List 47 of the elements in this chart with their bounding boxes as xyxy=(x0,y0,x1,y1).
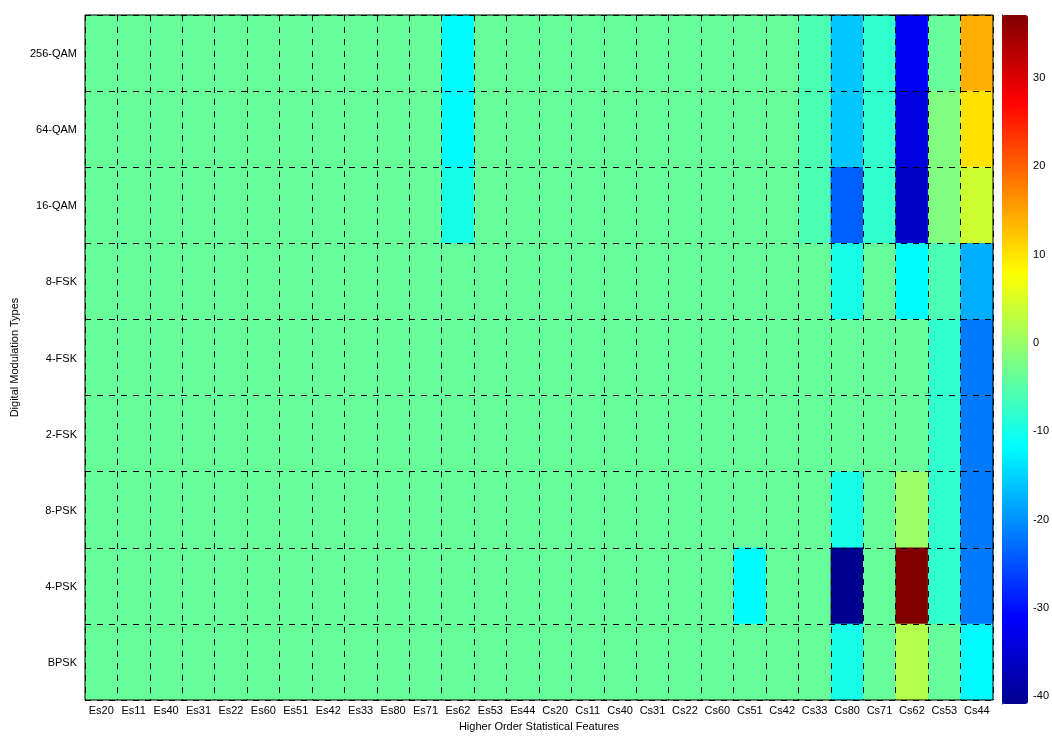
x-tick-label: Cs20 xyxy=(542,703,569,716)
color-bar-label: 20 xyxy=(1033,159,1046,172)
x-axis-title: Higher Order Statistical Features xyxy=(458,719,620,732)
x-tick-label: Cs42 xyxy=(769,703,796,716)
color-bar-label: -40 xyxy=(1033,689,1050,702)
color-bar-label: 10 xyxy=(1033,247,1046,260)
x-tick-label: Es40 xyxy=(153,703,179,716)
x-tick-label: Es31 xyxy=(185,703,212,716)
y-tick-label: 2-FSK xyxy=(45,427,78,440)
x-tick-label: Es53 xyxy=(477,703,503,716)
x-tick-label: Es42 xyxy=(315,703,341,716)
x-tick-label: Cs80 xyxy=(834,703,860,716)
y-tick-label: 8-PSK xyxy=(45,503,78,516)
y-tick-label: BPSK xyxy=(47,655,78,668)
color-bar-label: -20 xyxy=(1033,512,1050,525)
x-tick-label: Es71 xyxy=(412,703,439,716)
color-bar-label: 30 xyxy=(1033,70,1046,83)
x-tick-label: Cs22 xyxy=(672,703,698,716)
x-tick-label: Es80 xyxy=(380,703,406,716)
y-tick-label: 4-FSK xyxy=(45,351,78,364)
x-tick-label: Es11 xyxy=(121,703,146,716)
color-bar-label: -10 xyxy=(1033,424,1050,437)
x-tick-label: Es33 xyxy=(348,703,374,716)
x-tick-label: Cs31 xyxy=(639,703,666,716)
x-tick-label: Es60 xyxy=(250,703,276,716)
y-tick-label: 16-QAM xyxy=(36,199,77,212)
x-tick-label: Cs53 xyxy=(931,703,958,716)
x-tick-label: Cs60 xyxy=(704,703,731,716)
x-tick-label: Es22 xyxy=(218,703,244,716)
x-tick-label: Cs40 xyxy=(607,703,633,716)
color-bar-label: -30 xyxy=(1033,600,1050,613)
x-tick-label: Cs33 xyxy=(801,703,828,716)
x-tick-label: Es51 xyxy=(283,703,309,716)
x-tick-label: Es44 xyxy=(510,703,536,716)
x-tick-label: Cs51 xyxy=(736,703,763,716)
x-tick-label: Cs44 xyxy=(963,703,990,716)
x-tick-label: Cs11 xyxy=(575,703,601,716)
y-tick-label: 64-QAM xyxy=(36,123,77,136)
y-tick-label: 4-PSK xyxy=(45,579,78,592)
color-bar-label: 0 xyxy=(1033,335,1040,348)
x-tick-label: Cs71 xyxy=(866,703,893,716)
x-tick-label: Es20 xyxy=(88,703,114,716)
x-tick-label: Cs62 xyxy=(899,703,925,716)
y-tick-label: 8-FSK xyxy=(45,275,78,288)
y-tick-label: 256-QAM xyxy=(29,47,77,60)
y-axis-title: Digital Modulation Types xyxy=(7,297,20,418)
x-tick-label: Es62 xyxy=(445,703,471,716)
